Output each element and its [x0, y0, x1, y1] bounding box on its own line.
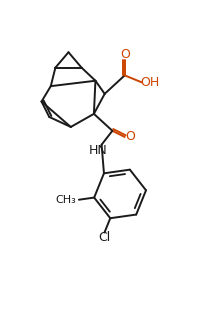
Text: HN: HN — [88, 144, 107, 156]
Text: OH: OH — [140, 76, 159, 89]
Text: Cl: Cl — [98, 231, 110, 244]
Text: O: O — [120, 48, 130, 61]
Text: O: O — [124, 130, 134, 143]
Text: CH₃: CH₃ — [55, 195, 76, 205]
